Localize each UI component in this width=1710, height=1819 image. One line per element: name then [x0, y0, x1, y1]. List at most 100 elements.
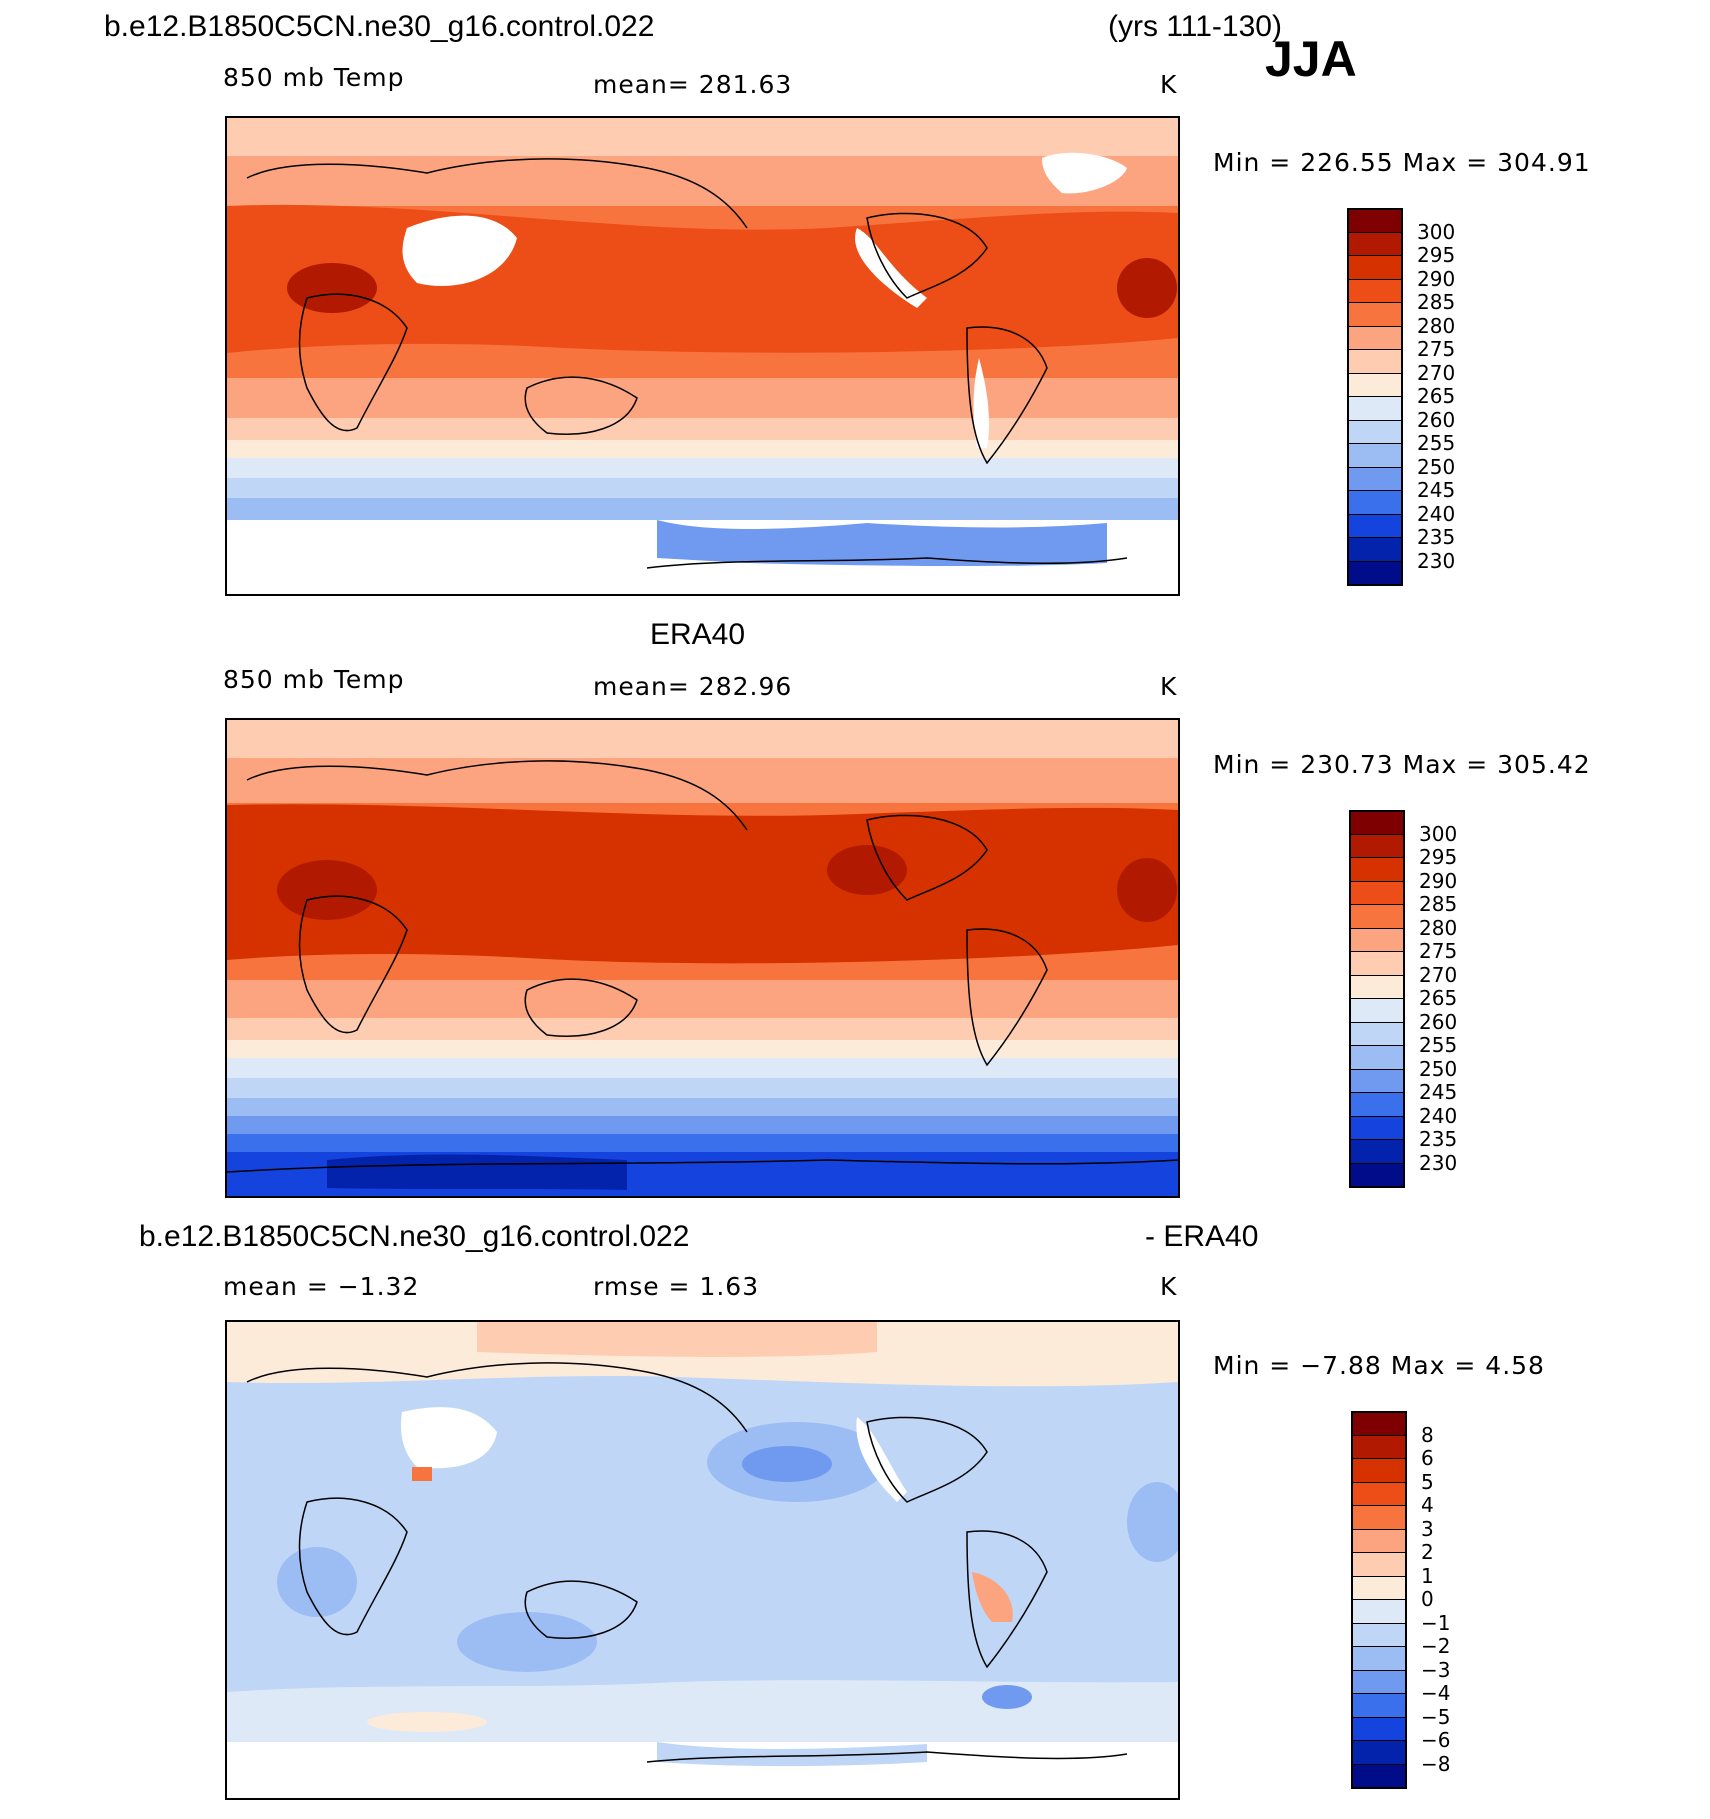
colorbar-label: 265 — [1417, 384, 1456, 408]
case-title: b.e12.B1850C5CN.ne30_g16.control.022 — [104, 10, 655, 43]
colorbar-label: 290 — [1419, 868, 1458, 893]
panel3-heading-right: - ERA40 — [1145, 1220, 1259, 1253]
panel3-heading-left: b.e12.B1850C5CN.ne30_g16.control.022 — [139, 1220, 690, 1253]
panel3-units: K — [1160, 1272, 1178, 1301]
colorbar-swatch — [1349, 1092, 1405, 1116]
colorbar-swatch — [1347, 466, 1403, 490]
colorbar-swatch — [1351, 1458, 1407, 1482]
colorbar-swatch — [1347, 513, 1403, 537]
colorbar-label: 265 — [1419, 986, 1458, 1010]
panel1-variable: 850 mb Temp — [223, 63, 405, 92]
colorbar-swatch — [1349, 904, 1405, 928]
colorbar-label: 230 — [1417, 548, 1456, 573]
colorbar-label: 280 — [1417, 313, 1456, 338]
colorbar-swatch — [1347, 396, 1403, 420]
colorbar-label: −4 — [1421, 1681, 1451, 1705]
colorbar-swatch — [1347, 325, 1403, 349]
panel1-mean: mean= 281.63 — [593, 70, 793, 99]
colorbar-label: 280 — [1419, 915, 1458, 940]
colorbar-label: 275 — [1417, 337, 1456, 361]
panel1-colorbar-frame — [1347, 208, 1403, 586]
colorbar-label: 300 — [1419, 821, 1458, 846]
colorbar-label: 8 — [1421, 1422, 1434, 1447]
colorbar-swatch — [1349, 857, 1405, 881]
panel1-map — [225, 116, 1180, 596]
colorbar-swatch — [1349, 833, 1405, 857]
colorbar-swatch — [1351, 1575, 1407, 1599]
colorbar-swatch — [1347, 490, 1403, 514]
colorbar-swatch — [1351, 1599, 1407, 1623]
colorbar-label: −2 — [1421, 1634, 1451, 1658]
colorbar-label: 295 — [1419, 845, 1458, 869]
panel2-colorbar-frame — [1349, 810, 1405, 1188]
panel2-units: K — [1160, 672, 1178, 701]
colorbar-label: −8 — [1421, 1751, 1451, 1776]
panel3-contour-field — [227, 1322, 1178, 1798]
colorbar-swatch — [1351, 1622, 1407, 1646]
colorbar-swatch — [1349, 1162, 1405, 1186]
panel2-variable: 850 mb Temp — [223, 665, 405, 694]
panel2-colorbar: 300 295 290 285 280 275 270 265 260 255 250 245 240 2… — [1349, 810, 1457, 1188]
colorbar-label: 235 — [1419, 1127, 1458, 1151]
colorbar-swatch — [1347, 349, 1403, 373]
colorbar-swatch — [1351, 1740, 1407, 1764]
colorbar-label: 260 — [1417, 407, 1456, 432]
panel1-colorbar: 300 295 290 285 280 275 270 265 260 255 250 245 240 2… — [1347, 208, 1455, 586]
colorbar-swatch — [1347, 278, 1403, 302]
colorbar-label: 240 — [1419, 1103, 1458, 1128]
colorbar-label: 250 — [1419, 1056, 1458, 1081]
colorbar-label: 285 — [1419, 892, 1458, 916]
colorbar-label: 285 — [1417, 290, 1456, 314]
colorbar-swatch — [1349, 998, 1405, 1022]
panel3-mean: mean = −1.32 — [223, 1272, 420, 1301]
colorbar-label: 275 — [1419, 939, 1458, 963]
years-label: (yrs 111-130) — [1108, 10, 1282, 43]
colorbar-swatch — [1351, 1434, 1407, 1458]
colorbar-swatch — [1347, 231, 1403, 255]
colorbar-swatch — [1349, 927, 1405, 951]
colorbar-label: 270 — [1417, 360, 1456, 385]
panel2-heading: ERA40 — [650, 618, 746, 651]
colorbar-swatch — [1349, 951, 1405, 975]
panel1-units: K — [1160, 70, 1178, 99]
colorbar-label: −6 — [1421, 1728, 1451, 1752]
colorbar-label: 1 — [1421, 1563, 1434, 1588]
colorbar-swatch — [1349, 880, 1405, 904]
colorbar-label: 5 — [1421, 1469, 1434, 1494]
colorbar-label: 245 — [1419, 1080, 1458, 1104]
colorbar-swatch — [1349, 1021, 1405, 1045]
colorbar-swatch — [1347, 302, 1403, 326]
season-label: JJA — [1265, 31, 1357, 87]
colorbar-label: 4 — [1421, 1493, 1434, 1517]
colorbar-swatch — [1347, 372, 1403, 396]
colorbar-label: −3 — [1421, 1657, 1451, 1682]
colorbar-label: −1 — [1421, 1610, 1451, 1635]
colorbar-label: 235 — [1417, 525, 1456, 549]
colorbar-label: 290 — [1417, 266, 1456, 291]
colorbar-swatch — [1349, 1115, 1405, 1139]
colorbar-swatch — [1349, 1139, 1405, 1163]
colorbar-label: 255 — [1417, 431, 1456, 455]
colorbar-label: 230 — [1419, 1150, 1458, 1175]
colorbar-swatch — [1351, 1552, 1407, 1576]
colorbar-swatch — [1351, 1646, 1407, 1670]
colorbar-label: 270 — [1419, 962, 1458, 987]
panel3-minmax: Min = −7.88 Max = 4.58 — [1213, 1351, 1545, 1380]
colorbar-label: 250 — [1417, 454, 1456, 479]
colorbar-label: 3 — [1421, 1516, 1434, 1541]
colorbar-label: 245 — [1417, 478, 1456, 502]
colorbar-swatch — [1351, 1669, 1407, 1693]
colorbar-swatch — [1347, 255, 1403, 279]
colorbar-swatch — [1347, 443, 1403, 467]
colorbar-swatch — [1351, 1763, 1407, 1787]
colorbar-label: 6 — [1421, 1446, 1434, 1470]
colorbar-label: 240 — [1417, 501, 1456, 526]
panel2-mean: mean= 282.96 — [593, 672, 793, 701]
panel2-contour-field — [227, 720, 1178, 1196]
panel3-colorbar-frame — [1351, 1411, 1407, 1789]
colorbar-swatch — [1351, 1693, 1407, 1717]
colorbar-swatch — [1349, 1045, 1405, 1069]
panel1-contour-field — [227, 118, 1178, 594]
panel3-rmse: rmse = 1.63 — [593, 1272, 760, 1301]
colorbar-swatch — [1349, 974, 1405, 998]
